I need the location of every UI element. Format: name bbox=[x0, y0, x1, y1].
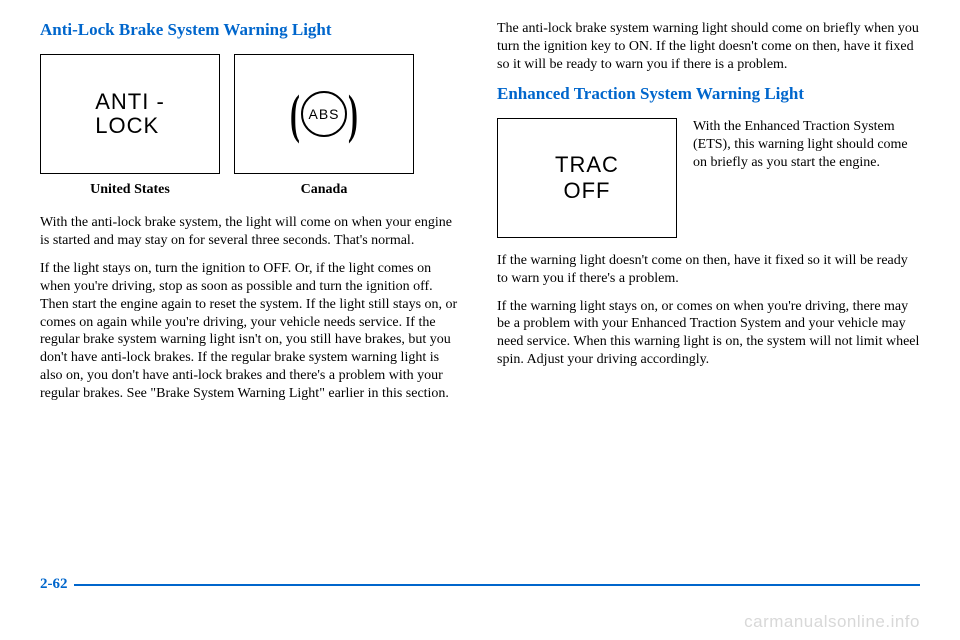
abs-heading: Anti-Lock Brake System Warning Light bbox=[40, 20, 463, 40]
anti-line2: LOCK bbox=[95, 114, 165, 138]
abs-canada-figure: ( ABS ) bbox=[234, 54, 414, 174]
page-number: 2-62 bbox=[40, 576, 74, 592]
caption-canada: Canada bbox=[234, 182, 414, 198]
left-column: Anti-Lock Brake System Warning Light ANT… bbox=[40, 20, 463, 413]
ets-para-2: If the warning light stays on, or comes … bbox=[497, 298, 920, 370]
ets-para-1: If the warning light doesn't come on the… bbox=[497, 252, 920, 288]
two-column-layout: Anti-Lock Brake System Warning Light ANT… bbox=[40, 20, 920, 413]
manual-page: Anti-Lock Brake System Warning Light ANT… bbox=[0, 0, 960, 640]
caption-us: United States bbox=[40, 182, 220, 198]
trac-line1: TRAC bbox=[555, 152, 619, 177]
abs-circle-label: ABS bbox=[301, 91, 347, 137]
abs-para-1: With the anti-lock brake system, the lig… bbox=[40, 214, 463, 250]
abs-figure-row: ANTI - LOCK ( ABS ) bbox=[40, 54, 463, 174]
abs-caption-row: United States Canada bbox=[40, 182, 463, 198]
abs-us-figure: ANTI - LOCK bbox=[40, 54, 220, 174]
ets-heading: Enhanced Traction System Warning Light bbox=[497, 84, 920, 104]
ets-figure-row: TRAC OFF With the Enhanced Traction Syst… bbox=[497, 118, 920, 238]
anti-lock-label: ANTI - LOCK bbox=[95, 90, 165, 138]
page-footer-rule: 2-62 bbox=[40, 584, 920, 606]
watermark-text: carmanualsonline.info bbox=[744, 612, 920, 632]
right-column: The anti-lock brake system warning light… bbox=[497, 20, 920, 413]
right-paren-icon: ) bbox=[348, 87, 358, 141]
trac-off-label: TRAC OFF bbox=[555, 152, 619, 203]
anti-line1: ANTI - bbox=[95, 90, 165, 114]
ets-figure: TRAC OFF bbox=[497, 118, 677, 238]
ets-side-text: With the Enhanced Traction System (ETS),… bbox=[693, 118, 920, 238]
trac-line2: OFF bbox=[555, 178, 619, 203]
abs-symbol: ( ABS ) bbox=[286, 87, 362, 141]
abs-para-3: The anti-lock brake system warning light… bbox=[497, 20, 920, 74]
abs-para-2: If the light stays on, turn the ignition… bbox=[40, 260, 463, 403]
left-paren-icon: ( bbox=[290, 87, 300, 141]
